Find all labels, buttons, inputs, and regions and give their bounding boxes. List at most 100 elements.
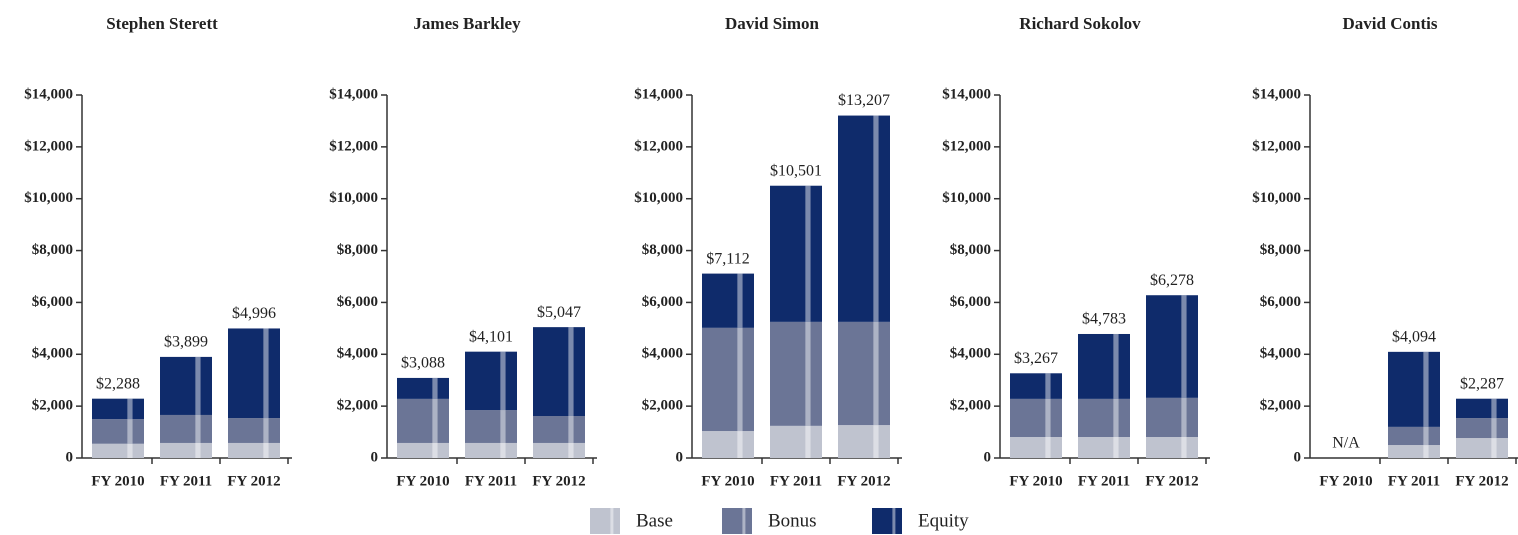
bar-highlight <box>805 425 811 458</box>
bar-highlight <box>1113 333 1119 399</box>
total-label: $10,501 <box>770 162 822 179</box>
total-label: $6,278 <box>1150 272 1194 289</box>
bar-segment <box>1078 436 1130 458</box>
bar-segment <box>838 425 890 458</box>
x-tick-label: FY 2012 <box>532 473 585 489</box>
bar-highlight <box>263 418 269 443</box>
bar-highlight <box>1181 295 1187 398</box>
bar-highlight <box>1045 436 1051 458</box>
legend-swatch <box>872 508 902 534</box>
bar-segment <box>1146 397 1198 437</box>
bar-segment <box>533 327 585 416</box>
total-label: $2,288 <box>96 375 140 392</box>
bar-segment <box>702 273 754 328</box>
bar-segment <box>770 425 822 458</box>
y-tick-label: 0 <box>676 449 684 465</box>
bar-highlight <box>1045 373 1051 399</box>
y-tick-label: $8,000 <box>642 242 683 258</box>
y-tick-label: $14,000 <box>942 86 991 102</box>
bar-highlight <box>805 321 811 426</box>
total-label: $3,267 <box>1014 350 1058 367</box>
bar-highlight <box>568 442 574 458</box>
bar-highlight <box>127 398 133 420</box>
y-tick-label: 0 <box>984 449 992 465</box>
bar-highlight <box>1491 438 1497 458</box>
total-label: $2,287 <box>1460 375 1504 392</box>
bar-segment <box>770 185 822 322</box>
panel-title: James Barkley <box>413 14 521 33</box>
bar-segment <box>397 377 449 399</box>
y-tick-label: $4,000 <box>337 346 378 362</box>
y-tick-label: $14,000 <box>329 86 378 102</box>
bar-highlight <box>1423 426 1429 446</box>
y-tick-label: 0 <box>66 449 74 465</box>
bar-segment <box>1010 436 1062 458</box>
y-tick-label: $2,000 <box>1260 398 1301 414</box>
bar-highlight <box>500 410 506 443</box>
bar-highlight <box>1491 418 1497 439</box>
total-label: $3,088 <box>401 355 445 372</box>
y-tick-label: $4,000 <box>32 346 73 362</box>
bar-segment <box>228 418 280 443</box>
bar-segment <box>1010 398 1062 437</box>
y-tick-label: $4,000 <box>1260 346 1301 362</box>
x-tick-label: FY 2012 <box>1455 473 1508 489</box>
x-tick-label: FY 2012 <box>227 473 280 489</box>
bar-segment <box>1146 436 1198 458</box>
y-tick-label: $14,000 <box>1252 86 1301 102</box>
y-tick-label: $8,000 <box>950 242 991 258</box>
bar-highlight <box>737 431 743 458</box>
bar-highlight <box>195 442 201 458</box>
bar-highlight <box>805 185 811 322</box>
total-label: $5,047 <box>537 304 581 321</box>
x-tick-label: FY 2010 <box>396 473 449 489</box>
y-tick-label: $10,000 <box>24 190 73 206</box>
bar-segment <box>1456 438 1508 458</box>
y-tick-label: $14,000 <box>634 86 683 102</box>
bar-highlight <box>1423 445 1429 458</box>
y-tick-label: $2,000 <box>642 398 683 414</box>
y-tick-label: $10,000 <box>1252 190 1301 206</box>
x-tick-label: FY 2011 <box>1388 473 1440 489</box>
y-tick-label: $2,000 <box>950 398 991 414</box>
panel-title: Richard Sokolov <box>1019 14 1141 33</box>
bar-highlight <box>1045 398 1051 437</box>
bar-highlight <box>127 443 133 458</box>
panel-title: Stephen Sterett <box>106 14 218 33</box>
total-label: $4,094 <box>1392 329 1436 346</box>
bar-segment <box>533 415 585 443</box>
bar-highlight <box>1181 436 1187 458</box>
legend-swatch <box>590 508 620 534</box>
bar-segment <box>397 442 449 458</box>
bar-segment <box>160 356 212 415</box>
bar-segment <box>1388 445 1440 458</box>
y-tick-label: $6,000 <box>642 294 683 310</box>
y-tick-label: $10,000 <box>942 190 991 206</box>
total-label: $13,207 <box>838 92 890 109</box>
legend-swatch <box>722 508 752 534</box>
x-tick-label: FY 2010 <box>1319 473 1372 489</box>
bar-highlight <box>737 327 743 432</box>
bar-segment <box>533 442 585 458</box>
y-tick-label: $6,000 <box>1260 294 1301 310</box>
y-tick-label: $10,000 <box>329 190 378 206</box>
y-tick-label: 0 <box>1294 449 1302 465</box>
y-tick-label: $6,000 <box>950 294 991 310</box>
bar-segment <box>92 443 144 458</box>
bar-highlight <box>195 414 201 443</box>
bar-segment <box>92 398 144 420</box>
bar-segment <box>465 410 517 443</box>
bar-highlight <box>610 508 614 534</box>
bar-highlight <box>127 419 133 444</box>
bar-highlight <box>1491 398 1497 419</box>
bar-highlight <box>568 327 574 416</box>
bar-segment <box>1388 426 1440 446</box>
bar-segment <box>838 321 890 426</box>
y-tick-label: $10,000 <box>634 190 683 206</box>
y-tick-label: $12,000 <box>634 138 683 154</box>
y-tick-label: $4,000 <box>642 346 683 362</box>
bar-highlight <box>873 321 879 426</box>
bar-highlight <box>873 115 879 322</box>
total-label: N/A <box>1332 435 1360 452</box>
